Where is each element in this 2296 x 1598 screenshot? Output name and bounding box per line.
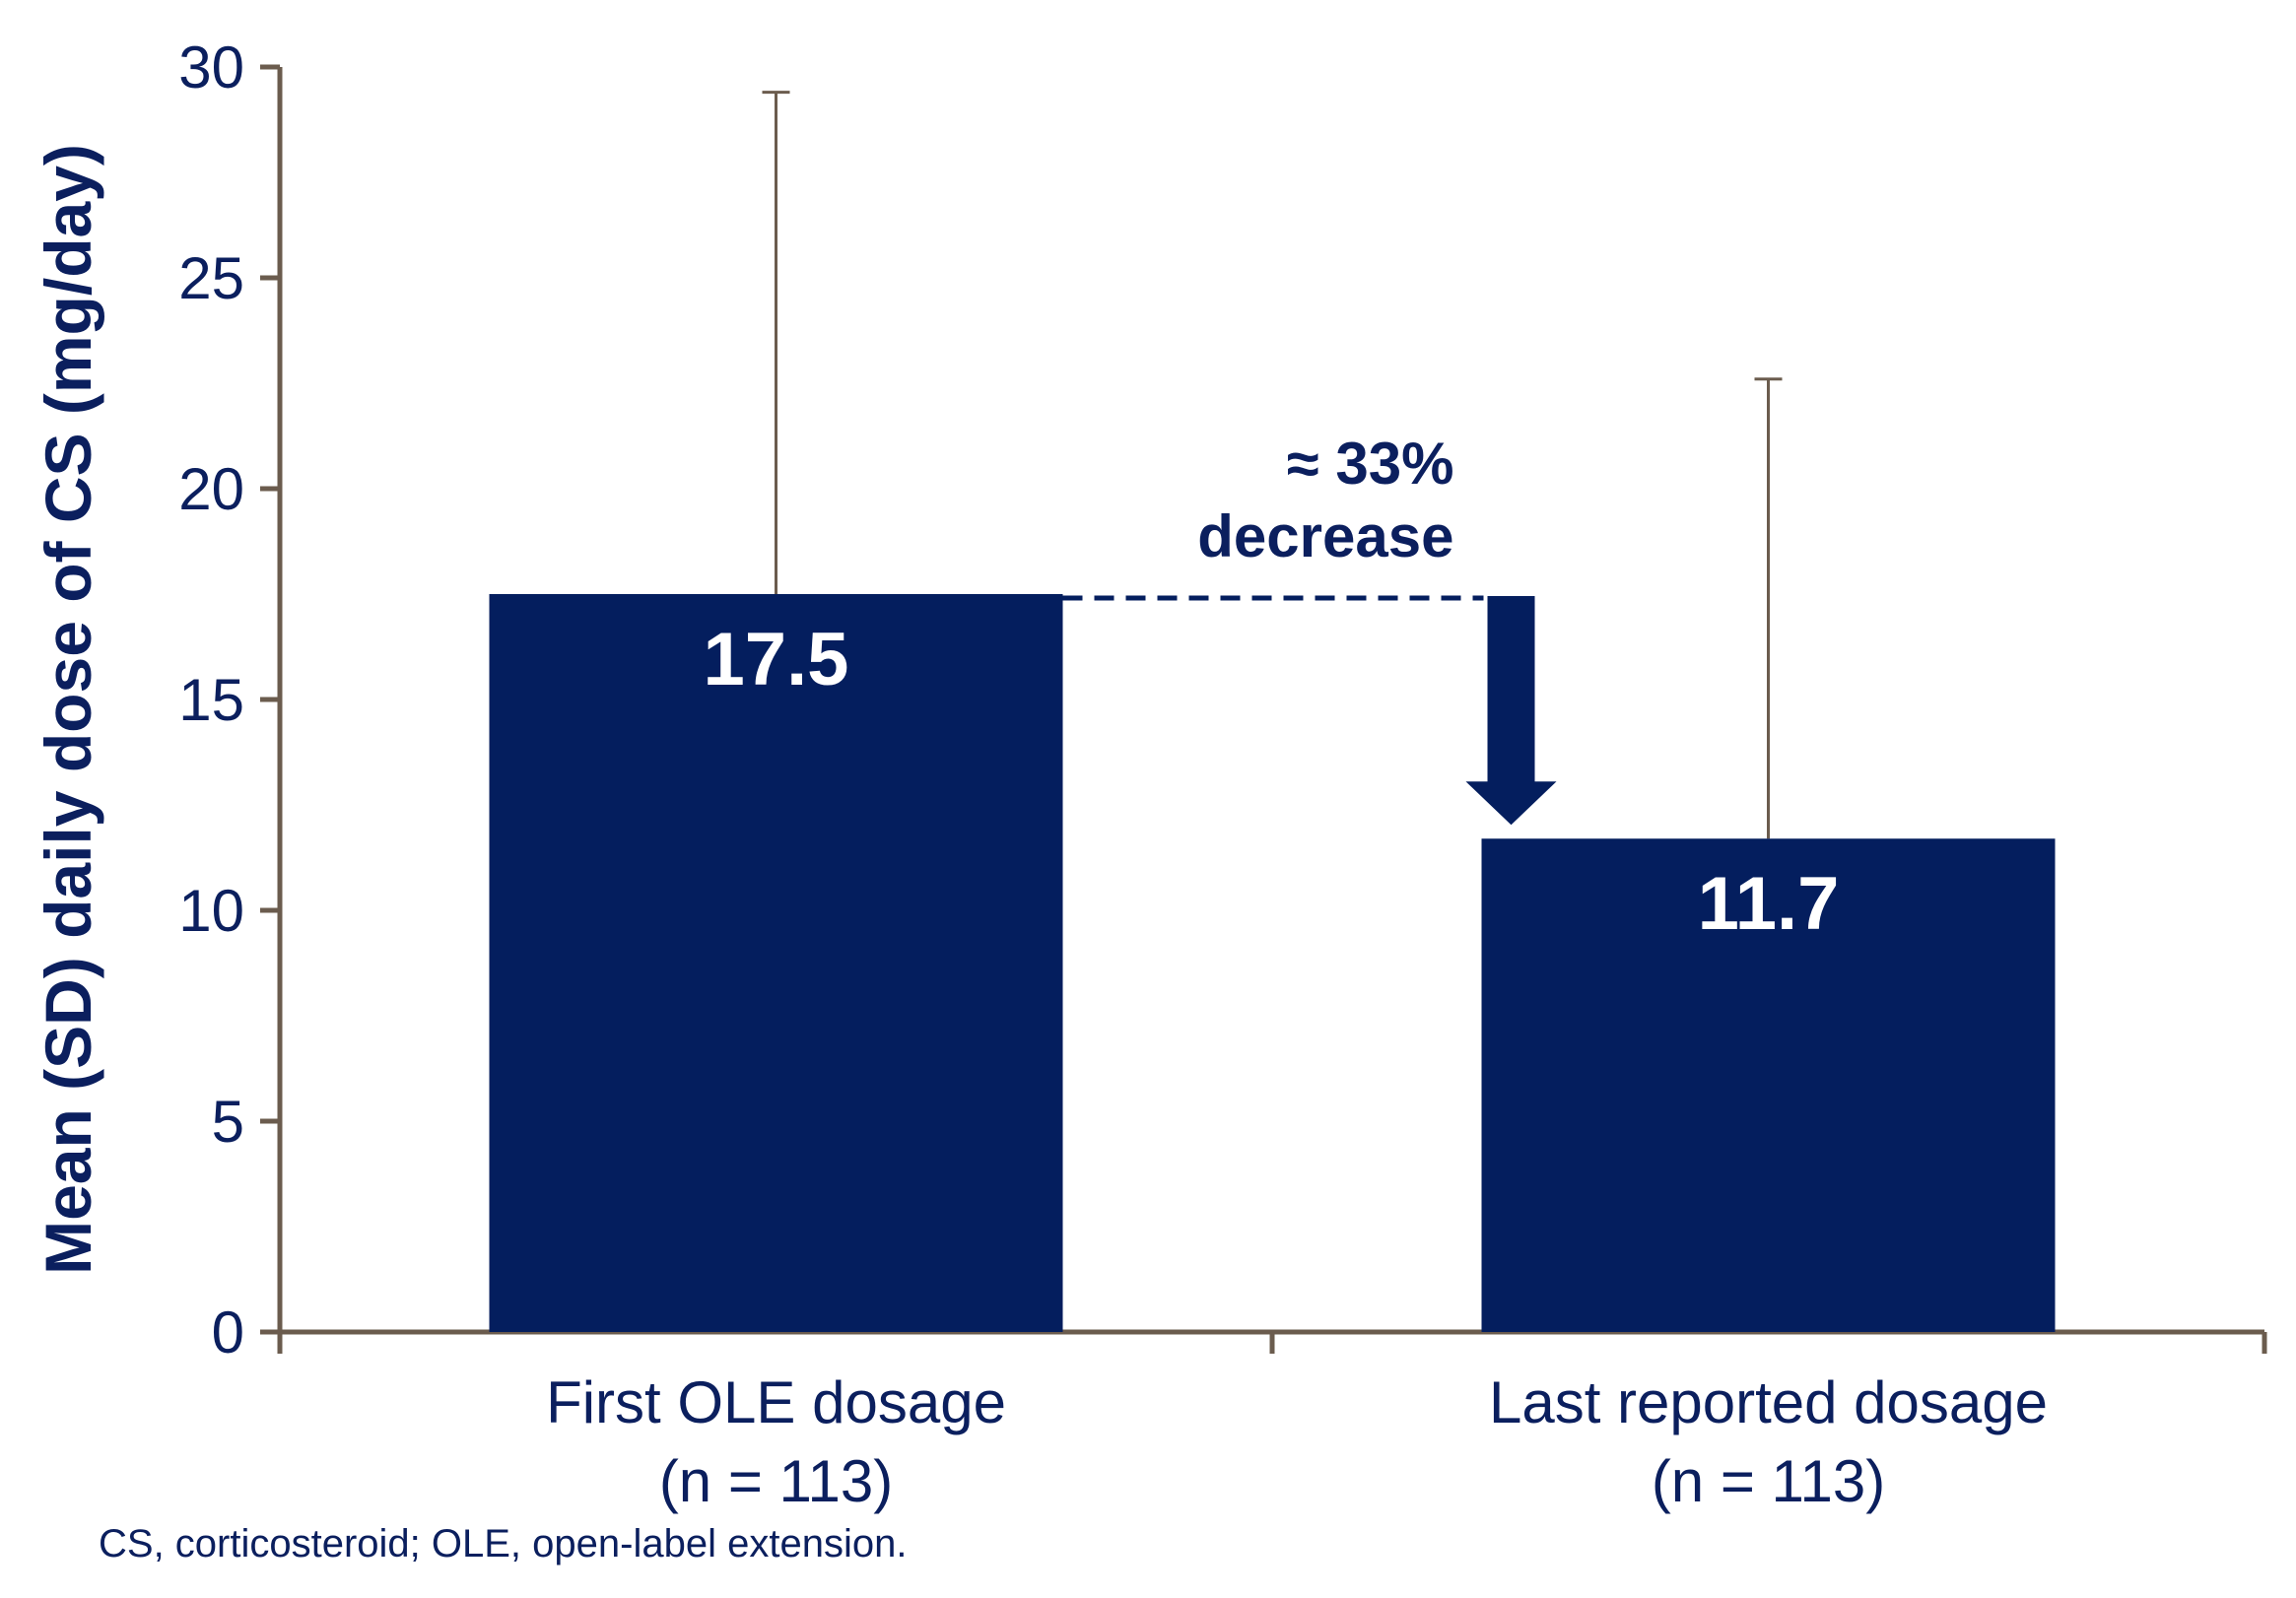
annotation-text: ≈ 33% <box>1287 431 1454 497</box>
footnote: CS, corticosteroid; OLE, open-label exte… <box>99 1522 908 1565</box>
annotation-text: decrease <box>1197 503 1453 569</box>
y-tick-label: 20 <box>178 456 244 522</box>
y-tick-label: 30 <box>178 34 244 100</box>
data-label: 17.5 <box>704 618 849 701</box>
y-tick-label: 0 <box>212 1299 244 1365</box>
category-label: Last reported dosage <box>1489 1369 2048 1435</box>
down-arrow <box>1465 596 1557 826</box>
bar <box>489 594 1063 1332</box>
y-tick-label: 10 <box>178 878 244 944</box>
y-tick-label: 25 <box>178 245 244 311</box>
y-axis-label: Mean (SD) daily dose of CS (mg/day) <box>32 144 104 1275</box>
y-tick-label: 15 <box>178 667 244 733</box>
category-label: (n = 113) <box>1652 1448 1885 1514</box>
y-tick-label: 5 <box>212 1089 244 1155</box>
category-label: First OLE dosage <box>546 1369 1006 1435</box>
data-label: 11.7 <box>1698 862 1840 946</box>
decrease-annotation: ≈ 33%decrease <box>1062 431 1557 826</box>
category-label: (n = 113) <box>659 1448 893 1514</box>
bars: 17.5 First OLE dosage (n = 113) 11.7 Last re… <box>489 91 2056 1514</box>
bar <box>1481 838 2056 1332</box>
